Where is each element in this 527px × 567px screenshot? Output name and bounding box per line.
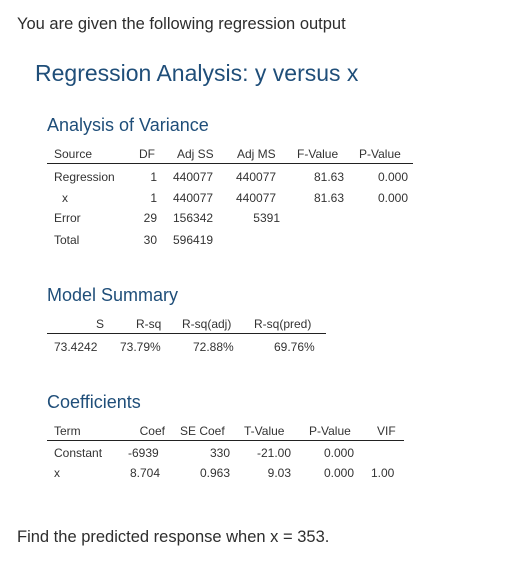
anova-cell: 81.63: [313, 191, 344, 205]
coef-cell: 1.00: [371, 466, 395, 480]
anova-cell: 29: [143, 211, 157, 225]
summary-cell: 72.88%: [193, 340, 234, 354]
anova-header-adjss: Adj SS: [177, 147, 214, 161]
coef-cell: x: [54, 466, 60, 480]
anova-cell: 156342: [173, 211, 214, 225]
coef-cell: 330: [209, 446, 230, 460]
anova-cell: 596419: [173, 233, 214, 247]
anova-title: Analysis of Variance: [47, 115, 209, 135]
coef-cell: -21.00: [256, 446, 291, 460]
anova-header-rule: [47, 163, 413, 164]
coefficients-title: Coefficients: [47, 392, 141, 412]
anova-cell: 0.000: [377, 170, 408, 184]
intro-text: You are given the following regression o…: [17, 15, 346, 33]
coef-header-tvalue: T-Value: [244, 424, 285, 438]
anova-cell: x: [62, 191, 68, 205]
coef-header-coef: Coef: [139, 424, 165, 438]
coef-cell: 0.000: [323, 446, 354, 460]
anova-cell: 440077: [236, 170, 277, 184]
coef-header-pvalue: P-Value: [309, 424, 351, 438]
coef-cell: Constant: [54, 446, 103, 460]
anova-header-adjms: Adj MS: [237, 147, 276, 161]
coef-header-secoef: SE Coef: [180, 424, 225, 438]
anova-cell: 30: [143, 233, 157, 247]
anova-cell: 5391: [253, 211, 280, 225]
summary-header-rsqpred: R-sq(pred): [254, 317, 312, 331]
anova-cell: Regression: [54, 170, 115, 184]
anova-cell: 81.63: [313, 170, 344, 184]
coef-cell: 0.000: [323, 466, 354, 480]
coef-cell: -6939: [128, 446, 159, 460]
summary-header-rule: [47, 333, 326, 334]
summary-cell: 69.76%: [274, 340, 315, 354]
anova-cell: 440077: [173, 191, 214, 205]
anova-cell: 440077: [236, 191, 277, 205]
coef-cell: 8.704: [130, 466, 161, 480]
summary-header-rsq: R-sq: [136, 317, 162, 331]
anova-header-df: DF: [139, 147, 155, 161]
coef-cell: 9.03: [267, 466, 291, 480]
summary-header-rsqadj: R-sq(adj): [182, 317, 232, 331]
anova-cell: Total: [54, 233, 80, 247]
anova-header-fvalue: F-Value: [297, 147, 339, 161]
anova-header-source: Source: [54, 147, 93, 161]
model-summary-title: Model Summary: [47, 285, 179, 305]
coef-header-vif: VIF: [377, 424, 396, 438]
regression-title: Regression Analysis: y versus x: [35, 60, 359, 86]
summary-cell: 73.4242: [54, 340, 98, 354]
anova-cell: 1: [150, 191, 157, 205]
anova-cell: 440077: [173, 170, 214, 184]
question-text: Find the predicted response when x = 353…: [17, 528, 330, 546]
anova-cell: Error: [54, 211, 81, 225]
anova-cell: 0.000: [377, 191, 408, 205]
coef-cell: 0.963: [199, 466, 230, 480]
coef-header-term: Term: [54, 424, 81, 438]
coef-header-rule: [47, 440, 404, 441]
summary-header-s: S: [95, 317, 104, 331]
anova-header-pvalue: P-Value: [359, 147, 401, 161]
summary-cell: 73.79%: [120, 340, 161, 354]
anova-cell: 1: [150, 170, 157, 184]
